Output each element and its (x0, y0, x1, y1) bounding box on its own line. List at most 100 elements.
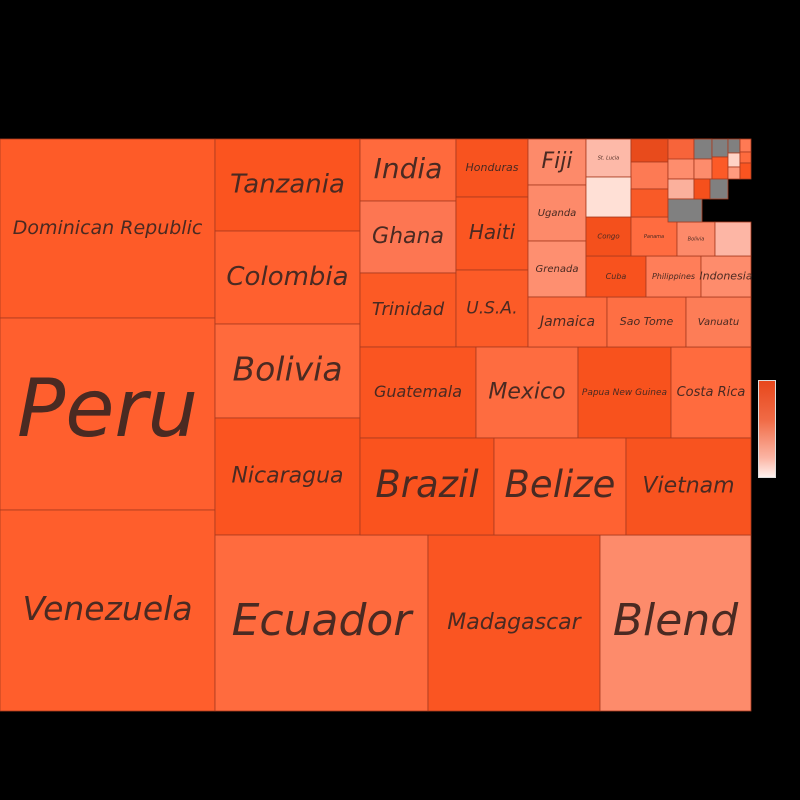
tile-rect (359, 272, 457, 348)
treemap-tile[interactable] (709, 178, 729, 200)
treemap-tile[interactable] (630, 161, 669, 190)
tile-label: Mexico (488, 380, 565, 405)
treemap-tile[interactable] (727, 138, 741, 154)
tile-label: Ecuador (232, 595, 415, 646)
treemap-tile[interactable]: Madagascar (427, 534, 601, 712)
tile-label: Fiji (542, 149, 573, 174)
treemap-tile[interactable] (630, 188, 669, 218)
treemap-tile[interactable]: Panama (630, 216, 678, 257)
tile-rect (727, 138, 741, 154)
treemap-tile[interactable] (667, 198, 703, 223)
tile-rect (739, 162, 752, 180)
treemap-tile[interactable] (714, 221, 752, 257)
tile-rect (727, 166, 741, 180)
tile-rect (676, 221, 716, 257)
tile-rect (214, 417, 361, 536)
treemap-tile[interactable] (667, 158, 695, 180)
tile-rect (667, 178, 695, 200)
treemap-tile[interactable]: Dominican Republic (0, 138, 216, 319)
tile-rect (585, 216, 632, 257)
treemap-tile[interactable]: Sao Tome (606, 296, 687, 348)
tile-label: Congo (597, 233, 619, 241)
treemap-tile[interactable] (711, 156, 729, 180)
treemap-tile[interactable]: U.S.A. (455, 269, 529, 348)
treemap-tile[interactable] (739, 138, 752, 153)
tile-rect (0, 138, 216, 319)
treemap-tile[interactable]: Colombia (214, 230, 361, 325)
tile-label: Madagascar (447, 610, 582, 635)
tile-label: Cuba (606, 272, 627, 281)
treemap-tile[interactable] (727, 152, 741, 168)
treemap-tile[interactable]: Indonesia (699, 255, 753, 298)
tile-label: Venezuela (22, 589, 192, 628)
tile-label: Grenada (536, 264, 579, 275)
treemap-tile[interactable]: Nicaragua (214, 417, 361, 536)
treemap-tile[interactable]: Vanuatu (685, 296, 752, 348)
tile-rect (585, 255, 647, 298)
treemap-tile[interactable]: Costa Rica (670, 346, 752, 439)
tile-rect (630, 138, 669, 163)
tile-label: Vietnam (642, 474, 734, 499)
tile-label: Jamaica (537, 314, 595, 330)
tile-label: Trinidad (372, 299, 445, 320)
treemap-tile[interactable] (693, 178, 711, 200)
treemap-tile[interactable]: St. Lucia (585, 138, 632, 178)
treemap-tile[interactable]: Mexico (475, 346, 579, 439)
treemap-tile[interactable]: Jamaica (527, 296, 608, 348)
tile-rect (739, 151, 752, 164)
treemap-tile[interactable]: Cuba (585, 255, 647, 298)
tile-rect (693, 138, 713, 160)
tile-rect (527, 184, 587, 242)
treemap-tile[interactable]: Bolivia (676, 221, 716, 257)
treemap-tile[interactable] (667, 178, 695, 200)
treemap-tile[interactable] (711, 138, 729, 158)
treemap-tile[interactable]: Papua New Guinea (577, 346, 672, 439)
tile-rect (527, 296, 608, 348)
treemap-tile[interactable]: Haiti (455, 196, 529, 271)
treemap-tile[interactable]: Vietnam (625, 437, 752, 536)
tile-label: Vanuatu (698, 317, 739, 328)
tile-label: Peru (17, 362, 198, 455)
tile-label: Guatemala (374, 382, 462, 401)
tile-rect (727, 152, 741, 168)
treemap-tile[interactable]: Trinidad (359, 272, 457, 348)
treemap-tile[interactable]: Philippines (645, 255, 702, 298)
tile-label: Papua New Guinea (582, 388, 667, 398)
treemap-tile[interactable]: Bolivia (214, 323, 361, 419)
tile-rect (455, 196, 529, 271)
tile-rect (709, 178, 729, 200)
treemap-tile[interactable]: Congo (585, 216, 632, 257)
treemap-tile[interactable]: Blend (599, 534, 752, 712)
treemap-tile[interactable]: Venezuela (0, 509, 216, 712)
treemap-tile[interactable]: Guatemala (359, 346, 477, 439)
treemap-tile[interactable]: Peru (0, 317, 216, 511)
treemap-tile[interactable] (667, 138, 696, 163)
treemap-tile[interactable]: Uganda (527, 184, 587, 242)
tile-rect (359, 437, 495, 536)
treemap-tile[interactable]: Tanzania (214, 138, 361, 232)
treemap-tile[interactable]: India (359, 138, 457, 202)
treemap-tile[interactable]: Belize (493, 437, 627, 536)
treemap-tile[interactable] (693, 158, 713, 180)
treemap-tile[interactable] (585, 176, 632, 218)
treemap-tile[interactable] (739, 151, 752, 164)
tile-rect (427, 534, 601, 712)
tile-label: Colombia (226, 262, 348, 292)
treemap-tile[interactable]: Grenada (527, 240, 587, 298)
tile-label: Ghana (372, 224, 444, 249)
treemap-tile[interactable] (739, 162, 752, 180)
treemap-tile[interactable] (727, 166, 741, 180)
treemap-tile[interactable]: Fiji (527, 138, 587, 186)
treemap-tile[interactable]: Brazil (359, 437, 495, 536)
treemap-tile[interactable] (630, 138, 669, 163)
treemap-tile[interactable] (693, 138, 713, 160)
tile-rect (359, 346, 477, 439)
tile-rect (599, 534, 752, 712)
tile-rect (670, 346, 752, 439)
tile-label: Indonesia (699, 270, 752, 283)
treemap-tile[interactable]: Ghana (359, 200, 457, 274)
treemap-tile[interactable]: Ecuador (214, 534, 429, 712)
treemap-tile[interactable]: Honduras (455, 138, 529, 198)
